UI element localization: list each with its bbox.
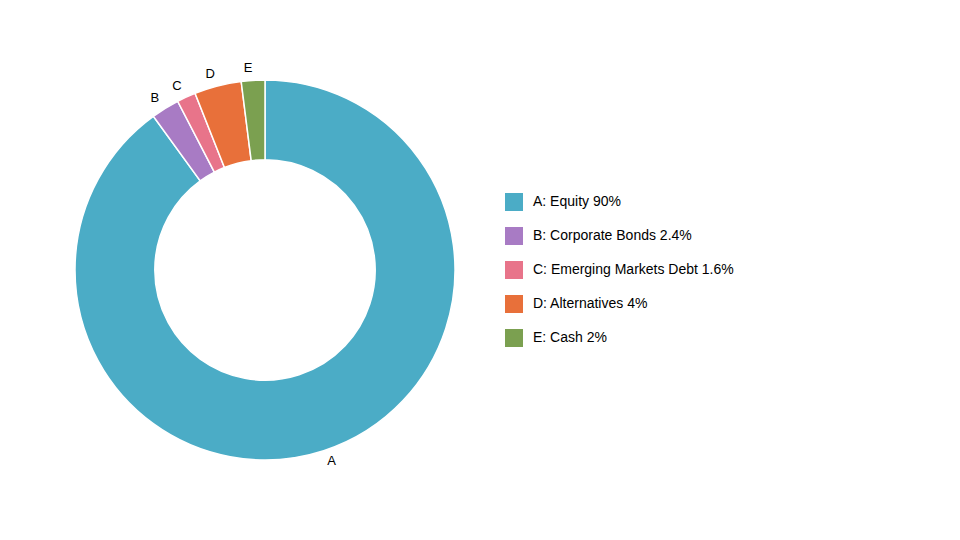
legend-label: D: Alternatives 4% xyxy=(533,295,647,311)
slice-labels: A BC D E xyxy=(151,60,337,468)
legend-item: C: Emerging Markets Debt 1.6% xyxy=(505,261,734,279)
slice-label: A xyxy=(327,453,336,468)
slice-label: C xyxy=(172,78,181,93)
legend-swatch xyxy=(505,329,523,347)
donut xyxy=(75,80,455,460)
legend-label: E: Cash 2% xyxy=(533,329,607,345)
slice-label: E xyxy=(244,60,253,75)
slice xyxy=(241,80,265,161)
legend-label: C: Emerging Markets Debt 1.6% xyxy=(533,261,734,277)
chart: A BC D E A: Equity 90% B: Corporate Bonds 2.4… xyxy=(0,0,960,540)
legend-item: E: Cash 2% xyxy=(505,329,607,347)
slice-label: D xyxy=(206,66,215,81)
legend: A: Equity 90% B: Corporate Bonds 2.4% C: E… xyxy=(505,193,734,347)
legend-swatch xyxy=(505,261,523,279)
slice-label: B xyxy=(151,90,160,105)
legend-swatch xyxy=(505,193,523,211)
legend-swatch xyxy=(505,295,523,313)
legend-swatch xyxy=(505,227,523,245)
legend-label: A: Equity 90% xyxy=(533,193,621,209)
slice xyxy=(75,80,455,460)
legend-item: D: Alternatives 4% xyxy=(505,295,647,313)
chart-container: A BC D E A: Equity 90% B: Corporate Bonds 2.4… xyxy=(0,0,960,540)
legend-item: B: Corporate Bonds 2.4% xyxy=(505,227,692,245)
legend-item: A: Equity 90% xyxy=(505,193,621,211)
legend-label: B: Corporate Bonds 2.4% xyxy=(533,227,692,243)
